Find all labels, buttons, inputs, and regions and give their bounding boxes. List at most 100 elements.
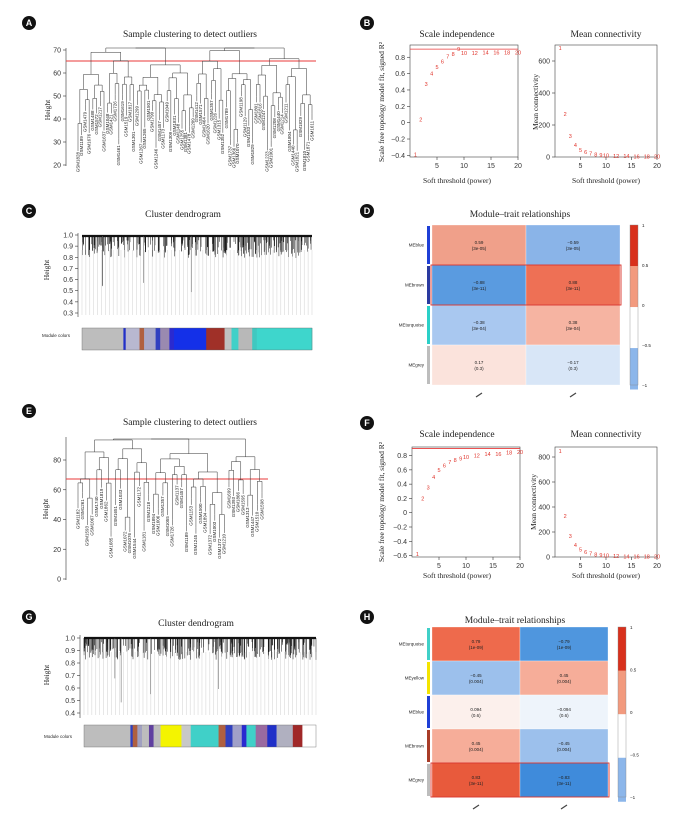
b-right-point: 18 xyxy=(644,155,650,161)
h-cell xyxy=(519,626,609,662)
b-right-point: 3 xyxy=(569,134,572,140)
sample-leaf-label: GSM1801 xyxy=(254,103,259,124)
sample-leaf-label: GSM1501 xyxy=(146,100,151,121)
ylabel-f-left: Scale free topology model fit, signed R² xyxy=(377,441,386,562)
c-ytick: 0.3 xyxy=(63,311,73,318)
sample-leaf-label: GSM1595 xyxy=(240,494,245,515)
d-cell-value: 0.38 xyxy=(569,320,578,325)
sample-leaf-label: GSM1301 xyxy=(131,131,136,152)
sample-leaf-label: GSM1070 xyxy=(235,143,240,164)
f-left-point: 18 xyxy=(506,451,512,457)
d-cell-value: −0.38 xyxy=(473,320,485,325)
c-segment xyxy=(169,328,175,350)
h-cell-value: −0.45 xyxy=(470,673,482,678)
f-left-ytick: 0.2 xyxy=(397,496,407,503)
b-left-xtick: 20 xyxy=(514,163,522,170)
h-row-label: MEbrown xyxy=(405,744,425,749)
f-right-point: 4 xyxy=(574,543,577,549)
h-cell xyxy=(519,694,609,730)
ylabel-g: Height xyxy=(42,664,51,685)
ylabel-a: Height xyxy=(43,99,52,120)
f-left-ytick: −0.4 xyxy=(393,539,407,546)
sample-leaf-label: GSM1894 xyxy=(203,512,208,533)
c-segment xyxy=(144,328,156,350)
f-right-point: 12 xyxy=(613,554,619,560)
panel-label-e: E xyxy=(22,404,36,418)
ylabel-f-right: Mean connectivity xyxy=(529,474,538,530)
f-right-point: 18 xyxy=(644,555,650,561)
sample-leaf-label: GSM1457 xyxy=(179,488,184,509)
e-ytick: 40 xyxy=(53,517,61,524)
sample-leaf-label: GSM1181 xyxy=(141,531,146,551)
h-cell xyxy=(519,660,609,696)
h-cell xyxy=(431,728,521,764)
f-left-point: 9 xyxy=(459,456,462,462)
h-cell-pvalue: (0.6) xyxy=(559,713,569,718)
d-scale-label: −0.5 xyxy=(642,343,651,348)
sample-leaf-label: GSM1447 xyxy=(250,516,255,537)
b-left-point: 18 xyxy=(504,50,510,56)
b-right-ytick: 200 xyxy=(538,123,550,130)
g-ytick: 0.6 xyxy=(65,686,75,693)
sample-leaf-label: GSM1828 xyxy=(75,152,80,173)
sample-dendrogram-a: Sample clustering to detect outliers Hei… xyxy=(43,30,316,173)
sample-leaf-label: GSM1189 xyxy=(79,136,84,156)
h-cell-value: −0.094 xyxy=(557,707,571,712)
c-segment xyxy=(155,328,161,350)
f-left-xtick: 5 xyxy=(437,563,441,570)
sample-leaf-label: GSM1726 xyxy=(112,101,117,122)
sample-leaf-label: GSM1267 xyxy=(138,143,143,164)
module-colors-label-g: Module colors xyxy=(44,734,73,739)
sample-leaf-label: GSM1309 xyxy=(168,131,173,152)
g-ytick: 0.4 xyxy=(65,711,75,718)
g-segment xyxy=(130,725,134,747)
sample-leaf-label: GSM1810 xyxy=(302,150,307,171)
d-row-label: MEgrey xyxy=(408,363,424,368)
sample-leaf-label: GSM1866 xyxy=(236,491,241,512)
c-segment xyxy=(123,328,126,350)
h-cell-value: 0.83 xyxy=(472,775,481,780)
ylabel-b-left: Scale free topology model fit, signed R² xyxy=(377,41,386,162)
h-cell-value: 0.45 xyxy=(472,741,481,746)
panel-e: E Sample clustering to detect outliers H… xyxy=(0,397,340,605)
g-segment xyxy=(160,725,182,747)
h-cell-value: 0.45 xyxy=(560,673,569,678)
sample-leaf-label: GSM1261 xyxy=(80,499,85,520)
c-segment xyxy=(125,328,140,350)
sample-leaf-label: GSM1804 xyxy=(287,131,292,152)
f-right-ytick: 600 xyxy=(538,480,550,487)
sample-leaf-label: GSM1265 xyxy=(142,128,147,149)
f-left-ytick: 0.6 xyxy=(397,467,407,474)
h-row-label: MEgrey xyxy=(408,778,424,783)
d-scale-label: 0 xyxy=(642,303,645,308)
h-cell-pvalue: (3e-11) xyxy=(469,781,484,786)
g-segment xyxy=(84,725,131,747)
d-cell-pvalue: (3e-05) xyxy=(566,246,581,251)
b-left-point: 16 xyxy=(493,50,499,56)
c-segment xyxy=(256,328,313,350)
h-scale-label: 0 xyxy=(630,710,633,715)
b-right-ytick: 400 xyxy=(538,91,550,98)
sample-leaf-label: GSM1685 xyxy=(108,537,113,558)
h-scale-label: −0.5 xyxy=(630,753,639,758)
sample-leaf-label: GSM1003 xyxy=(212,521,217,542)
b-right-point: 1 xyxy=(559,46,562,52)
sample-leaf-label: GSM1819 xyxy=(99,488,104,509)
title-c: Cluster dendrogram xyxy=(145,210,221,220)
e-ytick: 0 xyxy=(57,577,61,584)
sample-leaf-label: GSM1510 xyxy=(255,511,260,532)
b-right-point: 10 xyxy=(603,153,609,159)
b-right-point: 14 xyxy=(623,154,629,160)
h-scale-label: 1 xyxy=(630,625,633,630)
sample-leaf-label: GSM1676 xyxy=(86,133,91,154)
f-left-ytick: 0 xyxy=(403,510,407,517)
b-left-point: 7 xyxy=(446,54,449,60)
g-segment xyxy=(267,725,277,747)
b-right-point: 7 xyxy=(589,151,592,157)
b-right-xtick: 20 xyxy=(653,163,661,170)
a-ytick: 60 xyxy=(53,71,61,78)
h-highlight xyxy=(430,762,610,798)
b-left-point: 6 xyxy=(441,59,444,65)
sample-leaf-label: GSM1048 xyxy=(105,113,110,134)
sample-leaf-label: GSM1500 xyxy=(198,503,203,524)
